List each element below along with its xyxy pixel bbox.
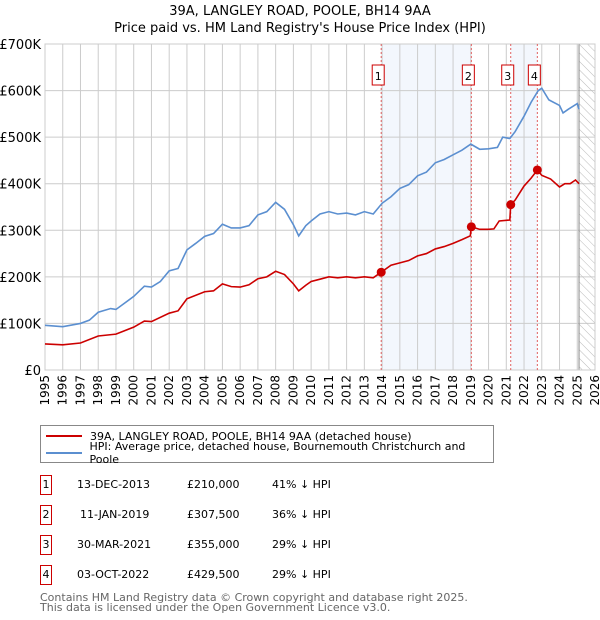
x-tick-label: 2019 — [464, 375, 478, 406]
x-tick-label: 2021 — [499, 375, 513, 406]
x-tick-label: 1996 — [56, 375, 70, 406]
legend-item-property: 39A, LANGLEY ROAD, POOLE, BH14 9AA (deta… — [46, 428, 412, 444]
sale-price: £307,500 — [187, 508, 240, 521]
sale-number: 4 — [40, 565, 52, 585]
x-tick-label: 2026 — [588, 375, 600, 406]
y-tick-label: £0 — [24, 364, 41, 379]
sale-number: 1 — [40, 475, 52, 495]
sale-row: 1 13-DEC-2013 £210,000 41% ↓ HPI — [40, 475, 440, 495]
sale-row: 4 03-OCT-2022 £429,500 29% ↓ HPI — [40, 565, 440, 585]
x-tick-label: 2003 — [180, 375, 194, 406]
sale-date: 13-DEC-2013 — [77, 478, 151, 491]
chart-title: 39A, LANGLEY ROAD, POOLE, BH14 9AA — [169, 4, 431, 19]
footer-line-2: This data is licensed under the Open Gov… — [40, 601, 391, 614]
legend-item-hpi: HPI: Average price, detached house, Bour… — [46, 440, 493, 466]
x-tick-label: 2020 — [482, 375, 496, 406]
sale-label-box — [461, 64, 475, 86]
x-tick-label: 2016 — [411, 375, 425, 406]
x-tick-label: 2007 — [251, 375, 265, 406]
x-tick-label: 2015 — [393, 375, 407, 406]
plot-area: 1995 1996 1997 1998 1999 2000 2001 2002 2003 2004… — [0, 38, 600, 406]
sale-row: 2 11-JAN-2019 £307,500 36% ↓ HPI — [40, 505, 440, 525]
sale-price: £355,000 — [187, 538, 240, 551]
plot-frame — [44, 43, 596, 371]
sale-number: 2 — [40, 505, 52, 525]
x-tick-label: 2009 — [286, 375, 300, 406]
x-tick-label: 2017 — [428, 375, 442, 406]
x-tick-label: 2008 — [269, 375, 283, 406]
sale-label: 3 — [504, 70, 511, 83]
sale-date: 03-OCT-2022 — [77, 568, 150, 581]
x-tick-label: 2012 — [340, 375, 354, 406]
y-tick-label: £500K — [0, 131, 41, 146]
sale-hpi-diff: 36% ↓ HPI — [272, 508, 331, 521]
x-tick-label: 2002 — [162, 375, 176, 406]
sale-hpi-diff: 29% ↓ HPI — [272, 538, 331, 551]
sale-label: 2 — [465, 70, 472, 83]
x-tick-label: 2022 — [517, 375, 531, 406]
x-tick-label: 1997 — [73, 375, 87, 406]
sale-price: £429,500 — [187, 568, 240, 581]
x-tick-label: 2010 — [304, 375, 318, 406]
chart-subtitle: Price paid vs. HM Land Registry's House … — [114, 21, 486, 36]
sale-point — [466, 222, 476, 232]
y-tick-label: £400K — [0, 178, 41, 193]
x-tick-label: 2011 — [322, 375, 336, 406]
x-tick-label: 1995 — [38, 375, 52, 406]
x-tick-label: 2006 — [233, 375, 247, 406]
sale-date: 11-JAN-2019 — [80, 508, 150, 521]
sale-point — [376, 267, 386, 277]
sale-row: 3 30-MAR-2021 £355,000 29% ↓ HPI — [40, 535, 440, 555]
legend-label: HPI: Average price, detached house, Bour… — [89, 440, 466, 466]
sale-number: 3 — [40, 535, 52, 555]
sale-label: 1 — [375, 70, 382, 83]
sale-point — [532, 165, 542, 175]
sale-label-box — [527, 64, 541, 86]
sale-hpi-diff: 41% ↓ HPI — [272, 478, 331, 491]
sale-label-box — [371, 64, 385, 86]
x-tick-label: 2013 — [357, 375, 371, 406]
y-tick-label: £200K — [0, 271, 41, 286]
sale-hpi-diff: 29% ↓ HPI — [272, 568, 331, 581]
x-tick-label: 2018 — [446, 375, 460, 406]
y-tick-label: £100K — [0, 317, 41, 332]
x-tick-label: 2023 — [535, 375, 549, 406]
x-tick-label: 2025 — [570, 375, 584, 406]
legend: 39A, LANGLEY ROAD, POOLE, BH14 9AA (deta… — [40, 425, 494, 466]
x-tick-label: 2001 — [144, 375, 158, 406]
sale-label-box — [501, 64, 515, 86]
legend-label: 39A, LANGLEY ROAD, POOLE, BH14 9AA (deta… — [90, 429, 412, 443]
forecast-hatch — [578, 43, 596, 371]
sale-label: 4 — [531, 70, 538, 83]
x-tick-label: 2024 — [553, 375, 567, 406]
y-tick-label: £600K — [0, 85, 41, 100]
y-tick-label: £700K — [0, 38, 41, 53]
x-tick-label: 2014 — [375, 375, 389, 406]
shaded-period — [381, 44, 472, 370]
footer-line-1: Contains HM Land Registry data © Crown c… — [40, 591, 468, 604]
x-tick-label: 1998 — [91, 375, 105, 406]
x-tick-label: 2004 — [198, 375, 212, 406]
sale-price: £210,000 — [187, 478, 240, 491]
y-tick-label: £300K — [0, 224, 41, 239]
hpi-line — [44, 87, 580, 328]
sale-date: 30-MAR-2021 — [77, 538, 152, 551]
x-tick-label: 2005 — [215, 375, 229, 406]
sale-point — [506, 200, 516, 210]
x-tick-label: 2000 — [127, 375, 141, 406]
property-price-line — [44, 168, 580, 346]
x-tick-label: 1999 — [109, 375, 123, 406]
